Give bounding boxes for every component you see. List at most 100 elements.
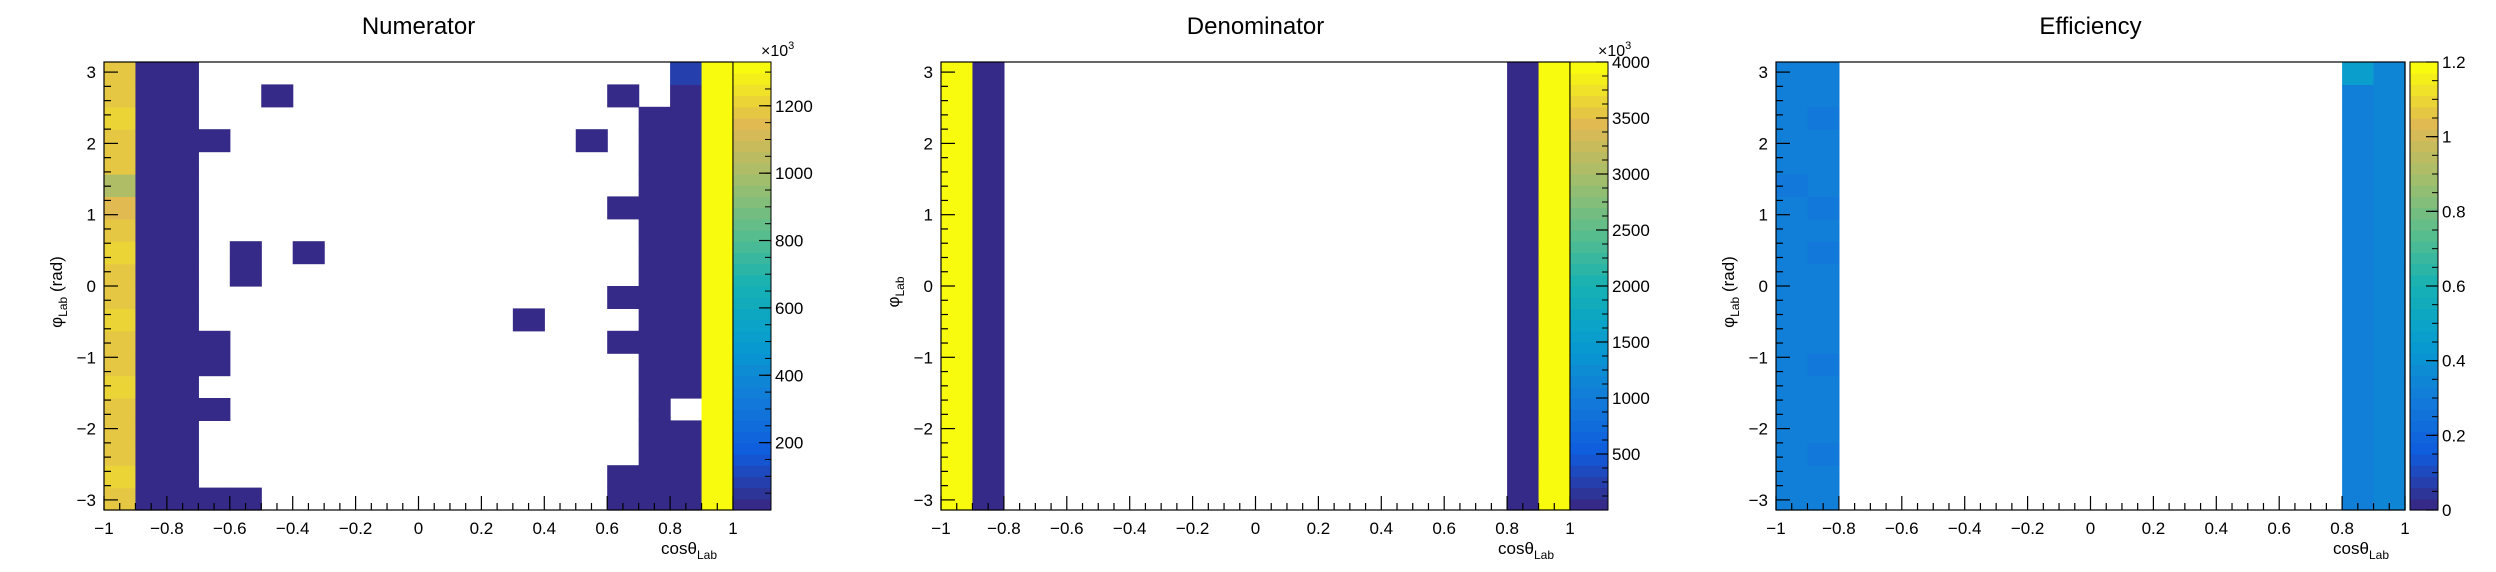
- heatmap-cell: [1507, 84, 1540, 108]
- heatmap-cell: [135, 174, 168, 197]
- heatmap-cell: [2342, 241, 2375, 265]
- color-bar: 0 0.2 0.4 0.6 0.8 1 1.2: [2409, 53, 2466, 520]
- color-bar-multiplier: ×103: [1598, 40, 1631, 60]
- heatmap-cell: [135, 487, 168, 511]
- color-bar-tick-label: 0.4: [2442, 352, 2466, 371]
- x-tick-label: 0.6: [1432, 519, 1456, 538]
- y-tick-label: 0: [87, 277, 96, 296]
- color-bar-segment: [733, 207, 771, 220]
- heatmap-cell: [1776, 174, 1809, 197]
- heatmap-cell: [104, 196, 137, 220]
- heatmap-cell: [607, 84, 640, 108]
- heatmap-cell: [2373, 375, 2406, 399]
- heatmap-cell: [941, 308, 974, 332]
- color-bar-segment: [733, 431, 771, 444]
- heatmap-cell: [701, 308, 734, 332]
- heatmap-cell: [1776, 420, 1809, 444]
- color-bar-segment: [2410, 230, 2438, 242]
- color-bar-segment: [2410, 431, 2438, 444]
- heatmap-cell: [104, 308, 137, 332]
- heatmap-cell: [2342, 353, 2375, 377]
- heatmap-cell: [2342, 420, 2375, 444]
- heatmap-cell: [1507, 330, 1540, 354]
- heatmap-cell: [972, 308, 1005, 332]
- heatmap-cell: [1807, 196, 1840, 220]
- color-bar-segment: [1570, 454, 1608, 466]
- y-axis: −3 −2 −1 0 1 2 3: [77, 63, 118, 510]
- color-bar-segment: [1570, 185, 1608, 197]
- heatmap-cell: [972, 241, 1005, 265]
- color-bar-tick-label: 0.2: [2442, 426, 2466, 445]
- heatmap-cell: [638, 308, 671, 332]
- heatmap-cell: [2373, 487, 2406, 511]
- x-axis-label: cosθLab: [2333, 539, 2389, 562]
- color-bar-segment: [733, 297, 771, 309]
- heatmap-cell: [135, 398, 168, 421]
- heatmap-cell: [198, 129, 231, 153]
- x-axis: −1 −0.8 −0.6 −0.4 −0.2 0 0.2 0.4 0.6 0.8 1: [931, 496, 1575, 538]
- heatmap-cell: [1807, 151, 1840, 175]
- color-bar-segment: [733, 442, 771, 455]
- heatmap-cell: [972, 442, 1005, 466]
- color-bar-segment: [2410, 330, 2438, 343]
- heatmap-cell: [701, 420, 734, 444]
- heatmap-cell: [941, 263, 974, 287]
- heatmap-cell: [2373, 129, 2406, 153]
- x-tick-label: −0.6: [1050, 519, 1084, 538]
- heatmap-cell: [1507, 196, 1540, 220]
- heatmap-cell: [1776, 330, 1809, 354]
- heatmap-cell: [1538, 196, 1571, 220]
- color-bar-segment: [733, 330, 771, 343]
- heatmap-cell: [2373, 465, 2406, 489]
- heatmap-cell: [1538, 442, 1571, 466]
- heatmap-cell: [972, 398, 1005, 421]
- color-bar-segment: [2410, 308, 2438, 321]
- heatmap-cell: [104, 241, 137, 265]
- heatmap-cell: [670, 151, 703, 175]
- chart-title: Efficiency: [2039, 13, 2141, 40]
- color-bar-multiplier: ×103: [761, 40, 794, 60]
- y-tick-label: −1: [77, 348, 96, 367]
- heatmap-cell: [1538, 330, 1571, 354]
- color-bar-segment: [1570, 386, 1608, 399]
- heatmap-cell: [2373, 84, 2406, 108]
- heatmap-cell: [135, 241, 168, 265]
- heatmap-cell: [1538, 106, 1571, 130]
- color-bar-tick-label: 600: [775, 299, 803, 318]
- heatmap-cell: [1538, 129, 1571, 153]
- heatmap-cell: [941, 487, 974, 511]
- color-bar-segment: [2410, 129, 2438, 141]
- color-bar-segment: [733, 151, 771, 164]
- color-bar-segment: [733, 73, 771, 85]
- color-bar-segment: [2410, 398, 2438, 410]
- heatmap-cell: [941, 420, 974, 444]
- color-bar-segment: [733, 84, 771, 97]
- y-tick-label: −2: [77, 420, 96, 439]
- heatmap-cell: [1507, 174, 1540, 197]
- heatmap-cell: [2373, 308, 2406, 332]
- color-bar-segment: [2410, 442, 2438, 455]
- heatmap-cell: [701, 241, 734, 265]
- color-bar-segment: [733, 241, 771, 253]
- heatmap-cell: [135, 308, 168, 332]
- heatmap-cell: [1776, 286, 1809, 309]
- color-bar-segment: [733, 174, 771, 186]
- heatmap-cell: [198, 398, 231, 421]
- x-tick-label: 0.2: [1307, 519, 1331, 538]
- heatmap-cell: [670, 196, 703, 220]
- heatmap-cell: [607, 465, 640, 489]
- x-tick-label: 0.4: [2204, 519, 2228, 538]
- heatmap-cell: [1776, 196, 1809, 220]
- heatmap-cell: [670, 129, 703, 153]
- color-bar-segment: [1570, 420, 1608, 433]
- heatmap-cell: [638, 174, 671, 197]
- heatmap-cell: [1776, 84, 1809, 108]
- color-bar-tick-label: 0.6: [2442, 277, 2466, 296]
- color-bar-segment: [1570, 398, 1608, 410]
- heatmap-cell: [1807, 106, 1840, 130]
- color-bar-segment: [733, 465, 771, 477]
- heatmap-cell: [292, 241, 325, 265]
- heatmap-cell: [1807, 465, 1840, 489]
- color-bar-tick-label: 1200: [775, 97, 813, 116]
